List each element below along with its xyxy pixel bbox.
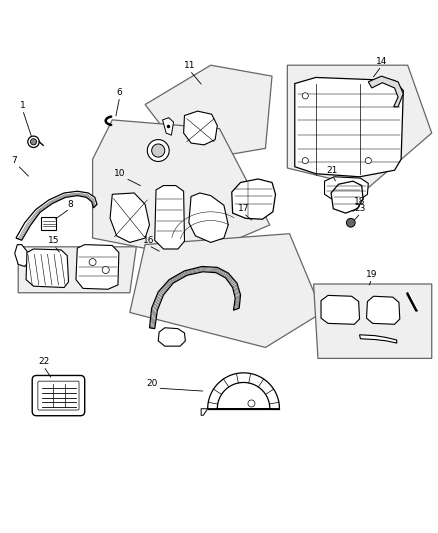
Circle shape xyxy=(30,139,36,145)
Polygon shape xyxy=(201,409,207,415)
Circle shape xyxy=(89,259,96,265)
Polygon shape xyxy=(367,76,403,107)
Polygon shape xyxy=(18,247,136,293)
Text: 19: 19 xyxy=(365,270,377,279)
Circle shape xyxy=(247,400,254,407)
Text: 10: 10 xyxy=(113,169,125,178)
Circle shape xyxy=(151,144,164,157)
Text: 23: 23 xyxy=(354,204,365,213)
Circle shape xyxy=(346,219,354,227)
Polygon shape xyxy=(110,193,149,243)
Text: 1: 1 xyxy=(20,101,25,110)
Text: 22: 22 xyxy=(38,357,49,366)
Polygon shape xyxy=(330,181,362,213)
Polygon shape xyxy=(183,111,217,145)
Text: 17: 17 xyxy=(237,204,249,213)
Polygon shape xyxy=(149,266,240,329)
Polygon shape xyxy=(287,65,431,188)
Polygon shape xyxy=(145,65,272,161)
Text: 18: 18 xyxy=(353,197,364,206)
FancyBboxPatch shape xyxy=(38,381,79,410)
Circle shape xyxy=(364,158,371,164)
Polygon shape xyxy=(26,249,68,287)
FancyBboxPatch shape xyxy=(41,217,56,230)
Text: 7: 7 xyxy=(11,156,17,165)
Circle shape xyxy=(301,158,307,164)
Text: 16: 16 xyxy=(142,237,154,246)
FancyBboxPatch shape xyxy=(32,375,85,416)
Text: 6: 6 xyxy=(117,88,122,96)
Polygon shape xyxy=(130,233,321,348)
Polygon shape xyxy=(324,177,367,200)
Polygon shape xyxy=(188,193,228,243)
Polygon shape xyxy=(158,328,185,346)
Polygon shape xyxy=(154,185,184,249)
Text: 15: 15 xyxy=(48,237,60,246)
Text: 21: 21 xyxy=(326,166,337,175)
Polygon shape xyxy=(294,77,403,177)
Text: 8: 8 xyxy=(67,200,73,209)
Polygon shape xyxy=(359,335,396,343)
Polygon shape xyxy=(320,295,359,324)
Text: 11: 11 xyxy=(184,61,195,70)
Polygon shape xyxy=(231,179,275,219)
Text: 14: 14 xyxy=(375,57,386,66)
Polygon shape xyxy=(76,245,119,289)
Circle shape xyxy=(28,136,39,148)
Circle shape xyxy=(102,266,109,273)
Polygon shape xyxy=(366,296,399,324)
Polygon shape xyxy=(16,191,97,240)
Polygon shape xyxy=(162,118,173,135)
Polygon shape xyxy=(14,245,29,266)
Polygon shape xyxy=(207,373,279,409)
Text: 20: 20 xyxy=(146,379,157,388)
Circle shape xyxy=(301,93,307,99)
Polygon shape xyxy=(92,120,269,258)
Circle shape xyxy=(147,140,169,161)
Polygon shape xyxy=(313,284,431,358)
